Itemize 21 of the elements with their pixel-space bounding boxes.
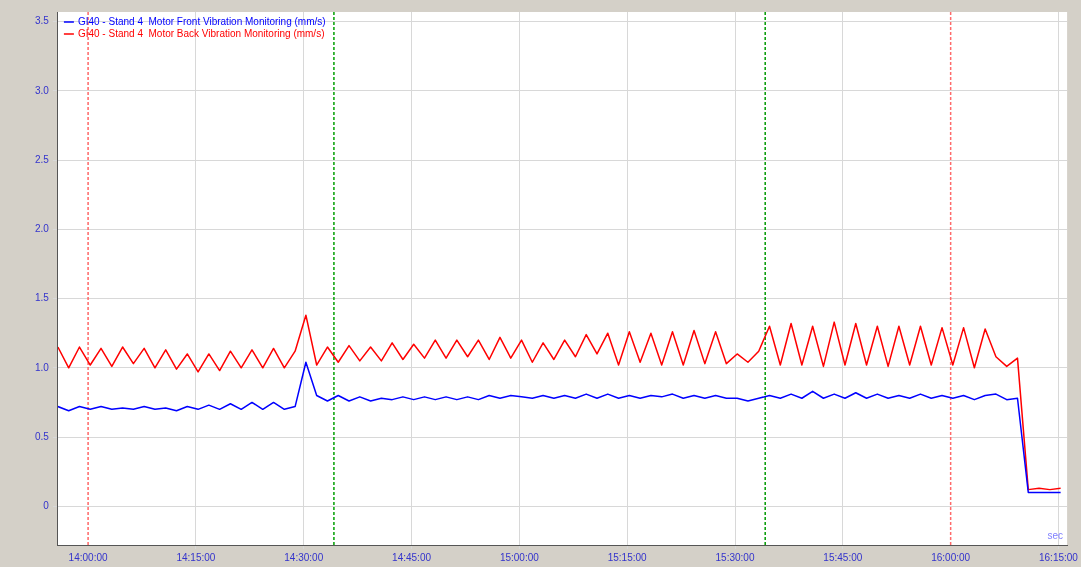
x-tick-label: 14:30:00 (284, 551, 324, 563)
x-tick-label: 15:45:00 (823, 551, 863, 563)
x-tick-label: 15:00:00 (499, 551, 540, 563)
y-tick-label: 3.0 (35, 84, 50, 96)
x-tick-label: 15:15:00 (607, 551, 648, 563)
y-tick-label: 0.5 (35, 430, 50, 442)
y-tick-label: 0 (43, 499, 50, 511)
x-tick-label: 16:00:00 (931, 551, 971, 563)
y-tick-label: 1.0 (35, 361, 50, 373)
y-tick-label: 1.5 (35, 292, 50, 304)
legend-label: GI40 - Stand 4 Motor Back Vibration Monitoring (mm/s) (77, 27, 325, 39)
y-tick-label: 2.0 (35, 223, 50, 235)
x-tick-label: 16:15:00 (1039, 551, 1079, 563)
x-tick-label: 14:45:00 (392, 551, 432, 563)
x-tick-label: 15:30:00 (715, 551, 755, 563)
annotation: sec (1047, 530, 1064, 541)
y-tick-label: 2.5 (35, 153, 50, 165)
x-tick-label: 14:00:00 (68, 551, 108, 563)
legend-label: GI40 - Stand 4 Motor Front Vibration Monitoring (mm/s) (77, 15, 326, 27)
x-tick-label: 14:15:00 (176, 551, 216, 563)
y-tick-label: 3.5 (35, 15, 50, 27)
